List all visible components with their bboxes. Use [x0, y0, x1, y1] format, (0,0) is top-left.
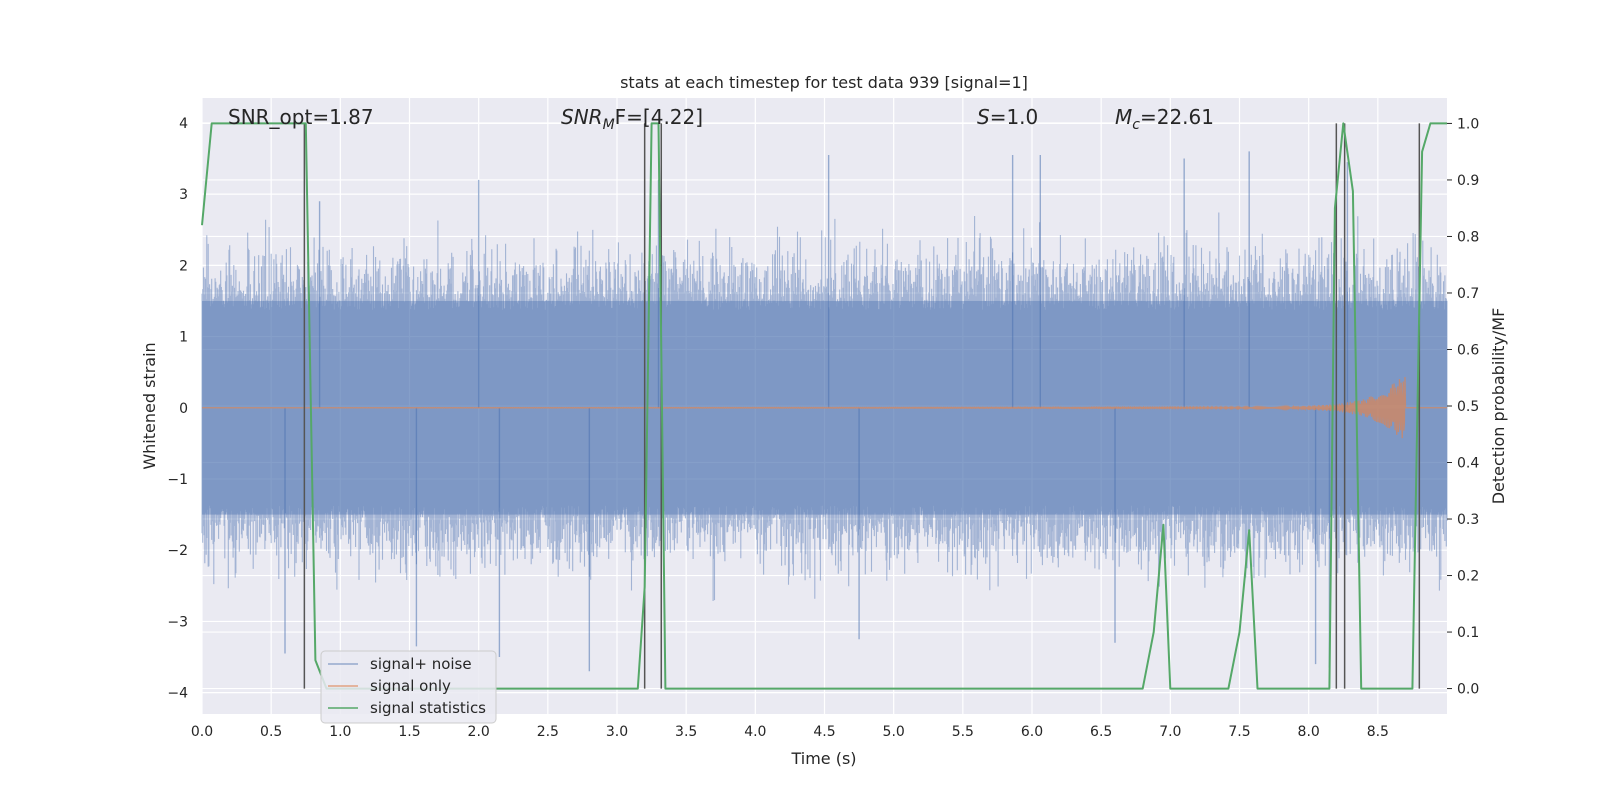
- legend-label-signal-statistics: signal statistics: [370, 699, 486, 717]
- y-tick-label-right: 0.9: [1457, 173, 1479, 189]
- y-tick-label-right: 0.2: [1457, 569, 1479, 585]
- x-tick-label: 6.5: [1090, 724, 1112, 740]
- y-tick-label-left: 0: [179, 401, 188, 417]
- x-tick-label: 2.5: [537, 724, 559, 740]
- annotation-snr-mf: SNRMF=[4.22]: [561, 105, 703, 133]
- signal-noise-trace: [201, 212, 1448, 601]
- x-tick-label: 0.5: [260, 724, 282, 740]
- annotation-mc-symbol: M: [1115, 105, 1132, 129]
- annotation-snr-opt: SNR_opt=1.87: [228, 105, 374, 129]
- signal-statistics-line: [201, 122, 1447, 690]
- x-tick-label: 8.0: [1298, 724, 1320, 740]
- x-tick-label: 5.5: [952, 724, 974, 740]
- y-tick-label-right: 0.5: [1457, 399, 1479, 415]
- y-tick-label-left: −1: [167, 472, 188, 488]
- x-tick-label: 3.0: [606, 724, 628, 740]
- signal-statistics-series: [201, 122, 1447, 690]
- y-tick-label-right: 0.6: [1457, 342, 1479, 358]
- x-tick-label: 7.5: [1228, 724, 1250, 740]
- y-tick-label-left: 4: [179, 116, 188, 132]
- legend-label-signal-only: signal only: [370, 677, 451, 695]
- x-tick-label: 1.0: [329, 724, 351, 740]
- y-tick-label-right: 0.1: [1457, 625, 1479, 641]
- x-tick-label: 6.0: [1021, 724, 1043, 740]
- y-tick-label-right: 0.4: [1457, 456, 1479, 472]
- y-tick-label-right: 0.3: [1457, 512, 1479, 528]
- legend-box: [320, 650, 497, 724]
- x-tick-label: 4.5: [813, 724, 835, 740]
- y-tick-label-left: 1: [179, 330, 188, 346]
- y-tick-label-left: −4: [167, 686, 188, 702]
- annotation-snr-mf-subscript: M: [603, 117, 615, 133]
- y-tick-label-right: 0.8: [1457, 229, 1479, 245]
- legend-label-signal-noise: signal+ noise: [370, 655, 472, 673]
- annotation-snr-mf-symbol: SNR: [561, 105, 603, 129]
- y-tick-label-right: 1.0: [1457, 116, 1479, 132]
- y-axis-label-left: Whitened strain: [140, 342, 159, 469]
- y-tick-label-left: 2: [179, 258, 188, 274]
- x-axis-label: Time (s): [790, 749, 856, 768]
- x-tick-label: 8.5: [1367, 724, 1389, 740]
- y-tick-label-right: 0.0: [1457, 682, 1479, 698]
- annotation-mc-value: =22.61: [1140, 105, 1214, 129]
- annotation-s-value: =1.0: [990, 105, 1039, 129]
- tick-labels: 0.0 0.5 1.0 1.5 2.0 2.5 3.0 3.5 4.0 4.5 5.0 5.5 6.0 6…: [167, 116, 1479, 740]
- y-axis-label-right: Detection probability/MF: [1489, 308, 1508, 505]
- signal-only-series: [202, 376, 1447, 439]
- legend: signal+ noise signal only signal statist…: [320, 650, 497, 724]
- annotation-mc-subscript: c: [1132, 117, 1140, 133]
- annotation-snr-mf-value: F=[4.22]: [615, 105, 703, 129]
- grid: [201, 98, 1447, 714]
- y-tick-label-left: −3: [167, 614, 188, 630]
- x-tick-label: 3.5: [675, 724, 697, 740]
- signal-only-trace: [202, 376, 1447, 439]
- annotation-s-symbol: S: [977, 105, 990, 129]
- x-tick-label: 7.0: [1159, 724, 1181, 740]
- y-tick-label-left: 3: [179, 187, 188, 203]
- x-tick-label: 5.0: [883, 724, 905, 740]
- x-tick-label: 0.0: [191, 724, 213, 740]
- chart-title: stats at each timestep for test data 939…: [620, 73, 1028, 92]
- y-tick-label-right: 0.7: [1457, 286, 1479, 302]
- annotation-mc: Mc=22.61: [1115, 105, 1214, 133]
- x-tick-label: 2.0: [468, 724, 490, 740]
- annotation-s: S=1.0: [977, 105, 1038, 129]
- x-tick-label: 1.5: [398, 724, 420, 740]
- x-tick-label: 4.0: [744, 724, 766, 740]
- y-tick-label-left: −2: [167, 543, 188, 559]
